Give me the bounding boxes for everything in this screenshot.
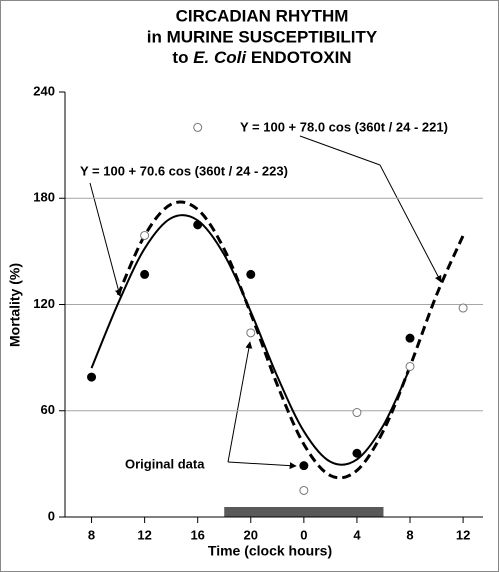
data-point: [352, 448, 362, 458]
annotation: Y = 100 + 78.0 cos (360t / 24 - 221): [240, 119, 448, 134]
y-tick-label: 120: [33, 296, 55, 311]
fit-curve: [90, 214, 411, 466]
annotation: Y = 100 + 70.6 cos (360t / 24 - 223): [80, 163, 288, 178]
y-tick-label: 240: [33, 83, 55, 98]
data-point: [299, 485, 309, 495]
x-tick-label: 12: [137, 527, 151, 542]
data-point: [140, 269, 150, 279]
arrow-line: [299, 135, 381, 166]
y-tick-label: 0: [48, 508, 55, 523]
x-tick-label: 20: [244, 527, 258, 542]
data-point: [140, 230, 150, 240]
data-point: [193, 220, 203, 230]
data-point: [193, 122, 203, 132]
data-point: [405, 333, 415, 343]
chart-title: to E. Coli ENDOTOXIN: [172, 48, 351, 67]
data-point: [246, 328, 256, 338]
data-point: [87, 372, 97, 382]
arrow: [89, 182, 122, 297]
x-tick-label: 16: [190, 527, 204, 542]
annotation: Original data: [125, 456, 205, 471]
y-tick-label: 60: [41, 402, 55, 417]
data-point: [246, 269, 256, 279]
title-part: E. Coli: [193, 48, 247, 67]
x-tick-label: 8: [406, 527, 413, 542]
x-tick-label: 8: [88, 527, 95, 542]
chart-title: CIRCADIAN RHYTHM: [176, 6, 349, 25]
data-point: [299, 461, 309, 471]
title-part: to: [172, 48, 193, 67]
arrow: [227, 461, 297, 470]
arrows: [89, 135, 442, 470]
title-part: ENDOTOXIN: [246, 48, 351, 67]
data-point: [405, 361, 415, 371]
x-tick-label: 12: [456, 527, 470, 542]
arrow: [379, 164, 442, 283]
x-tick-label: 0: [300, 527, 307, 542]
data-point: [352, 408, 362, 418]
x-axis-label: Time (clock hours): [208, 543, 332, 559]
y-axis-label: Mortality (%): [7, 263, 23, 347]
data-point: [458, 303, 468, 313]
x-tick-label: 4: [353, 527, 361, 542]
dark-phase-bar: [224, 507, 384, 517]
y-tick-label: 180: [33, 190, 55, 205]
chart-title: in MURINE SUSCEPTIBILITY: [147, 27, 378, 46]
arrow: [227, 341, 253, 463]
